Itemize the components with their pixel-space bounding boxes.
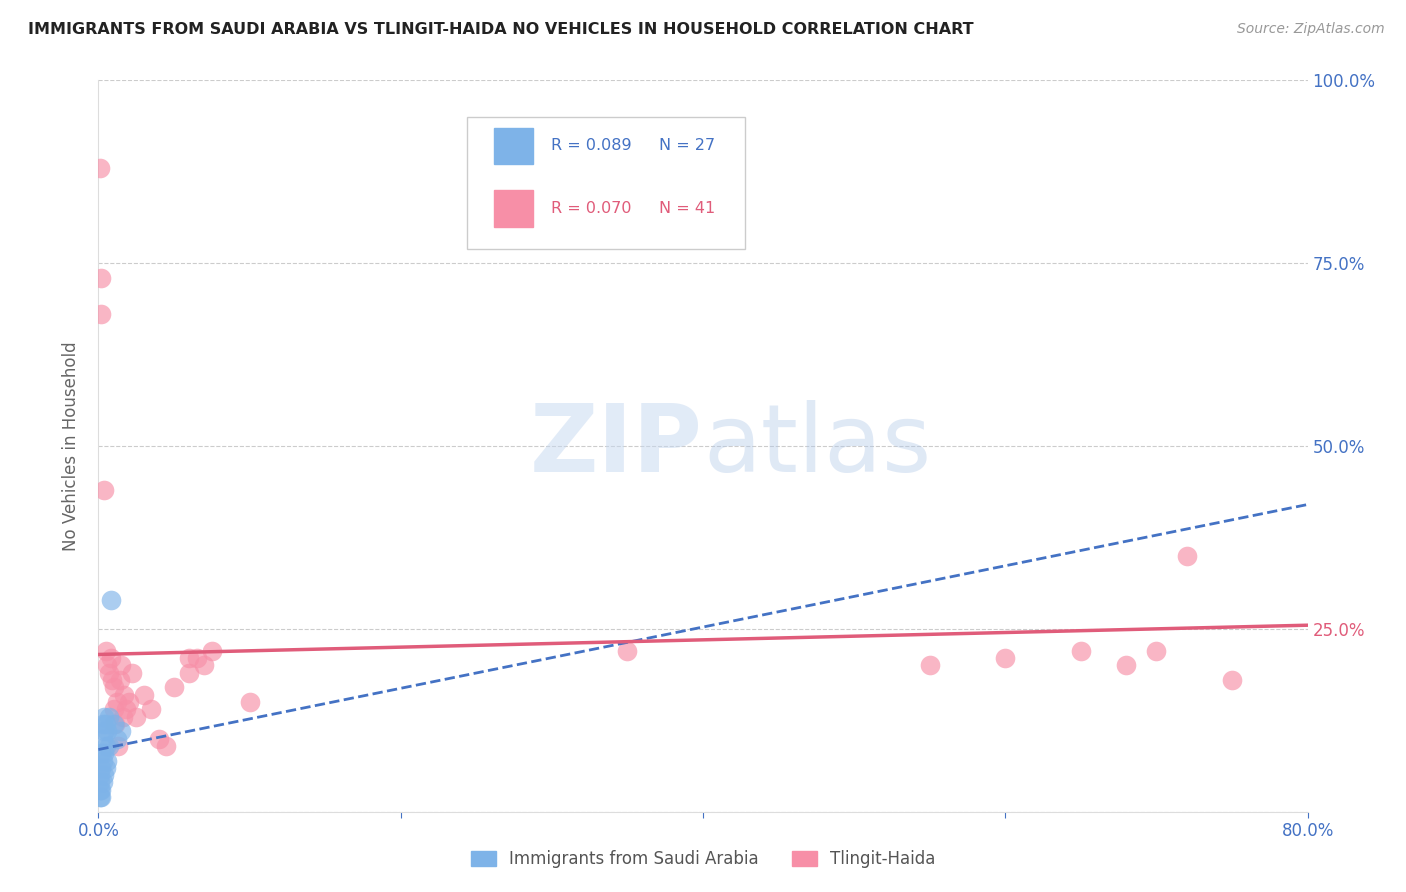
Point	[1070, 644, 1092, 658]
Point	[96, 658, 118, 673]
Point	[994, 651, 1017, 665]
Point	[118, 695, 141, 709]
Point	[93, 746, 115, 760]
Point	[100, 651, 122, 665]
Point	[93, 724, 115, 739]
Point	[90, 782, 112, 797]
Point	[91, 731, 114, 746]
Point	[132, 688, 155, 702]
Point	[108, 673, 131, 687]
Point	[101, 673, 124, 687]
Point	[107, 739, 129, 753]
Point	[112, 688, 135, 702]
Point	[93, 483, 115, 497]
Point	[103, 717, 125, 731]
Point	[179, 651, 201, 665]
Point	[94, 717, 117, 731]
Point	[918, 658, 941, 673]
Point	[1220, 673, 1243, 687]
Point	[96, 754, 118, 768]
Point	[155, 739, 177, 753]
Bar	[494, 190, 533, 227]
Text: N = 27: N = 27	[659, 138, 716, 153]
Point	[100, 592, 122, 607]
Legend: Immigrants from Saudi Arabia, Tlingit-Haida: Immigrants from Saudi Arabia, Tlingit-Ha…	[464, 844, 942, 875]
Point	[111, 709, 134, 723]
Point	[96, 724, 118, 739]
FancyBboxPatch shape	[467, 117, 745, 249]
Text: ZIP: ZIP	[530, 400, 703, 492]
Text: R = 0.089: R = 0.089	[551, 138, 631, 153]
Y-axis label: No Vehicles in Household: No Vehicles in Household	[62, 341, 80, 551]
Point	[103, 702, 125, 716]
Point	[103, 681, 125, 695]
Point	[90, 270, 112, 285]
Text: N = 41: N = 41	[659, 201, 716, 216]
Point	[125, 709, 148, 723]
Text: Source: ZipAtlas.com: Source: ZipAtlas.com	[1237, 22, 1385, 37]
Point	[98, 709, 121, 723]
Point	[94, 739, 117, 753]
Point	[93, 768, 115, 782]
Text: R = 0.070: R = 0.070	[551, 201, 631, 216]
Point	[89, 768, 111, 782]
Point	[110, 724, 132, 739]
Bar	[494, 128, 533, 164]
Text: IMMIGRANTS FROM SAUDI ARABIA VS TLINGIT-HAIDA NO VEHICLES IN HOUSEHOLD CORRELATI: IMMIGRANTS FROM SAUDI ARABIA VS TLINGIT-…	[28, 22, 974, 37]
Point	[141, 702, 163, 716]
Point	[89, 161, 111, 175]
Point	[94, 761, 117, 775]
Point	[105, 731, 128, 746]
Point	[94, 644, 117, 658]
Point	[91, 775, 114, 789]
Point	[148, 731, 170, 746]
Point	[121, 665, 143, 680]
Point	[89, 782, 111, 797]
Point	[91, 754, 114, 768]
Point	[90, 790, 112, 805]
Text: atlas: atlas	[703, 400, 931, 492]
Point	[98, 665, 121, 680]
Point	[239, 695, 262, 709]
Point	[1175, 549, 1198, 563]
Point	[616, 644, 638, 658]
Point	[89, 790, 111, 805]
Point	[93, 709, 115, 723]
Point	[89, 775, 111, 789]
Point	[1115, 658, 1137, 673]
Point	[193, 658, 215, 673]
Point	[90, 307, 112, 321]
Point	[186, 651, 208, 665]
Point	[1144, 644, 1167, 658]
Point	[110, 658, 132, 673]
Point	[201, 644, 224, 658]
Point	[91, 717, 114, 731]
Point	[90, 746, 112, 760]
Point	[90, 761, 112, 775]
Point	[179, 665, 201, 680]
Point	[105, 695, 128, 709]
Point	[163, 681, 186, 695]
Point	[114, 702, 136, 716]
Point	[98, 739, 121, 753]
Point	[104, 717, 127, 731]
